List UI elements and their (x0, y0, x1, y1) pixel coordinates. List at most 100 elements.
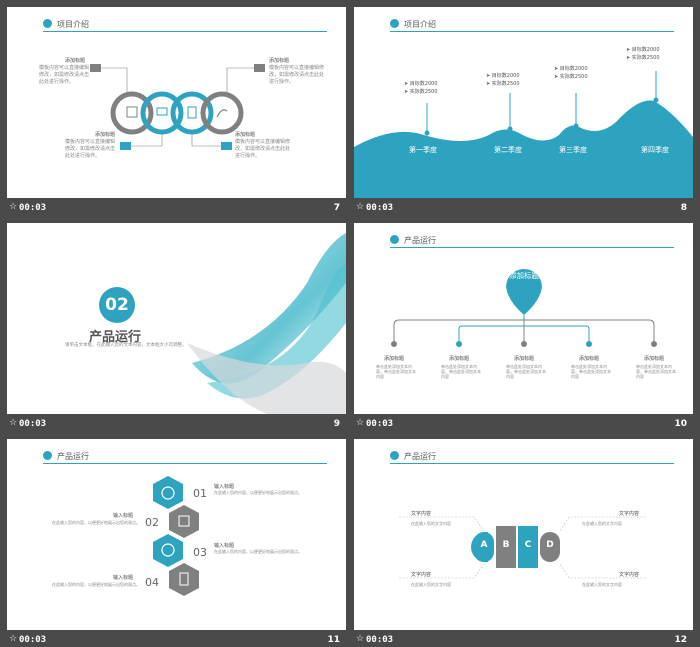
slide-canvas: 02 产品运行 请单击文本框，在此输入您的文本内容，文本框大小可调整。 (7, 223, 346, 414)
title-rule (390, 31, 674, 32)
star-icon[interactable]: ☆ (356, 634, 365, 644)
slide-footer: ☆ 00:03 11 (7, 630, 346, 647)
goal-1: ➤ 目标数2000 (404, 81, 438, 87)
text-top-left: 模板内容可以直接编辑修改，如需修改请点击此处进行操作。 (39, 65, 90, 85)
step-2-heading: 输入标题 (113, 513, 134, 519)
step-2-number: 02 (145, 516, 159, 529)
slide-footer: ☆ 00:03 8 (354, 198, 693, 218)
slide-canvas: 产品运行 添加标题 添加标题 单击此处添加文本内容，单击此处添加文本内容 添加标… (354, 223, 693, 414)
node-3-heading: 添加标题 (514, 356, 535, 362)
star-icon[interactable]: ☆ (9, 418, 18, 428)
step-4-text: 在此输入您的内容，以便更好地展示出您的观点。 (52, 582, 140, 587)
slide-title: 产品运行 (57, 452, 89, 461)
title-dot (390, 19, 399, 28)
goal-4: ➤ 目标数2000 (626, 47, 660, 53)
text-bottom-left: 在此输入您的文字内容 (411, 582, 451, 587)
node-1-heading: 添加标题 (384, 356, 405, 362)
slide-title: 产品运行 (404, 236, 436, 245)
abcd-capsule-diagram (399, 516, 646, 579)
star-icon[interactable]: ☆ (9, 634, 18, 644)
title-rule (390, 247, 674, 248)
step-3-heading: 输入标题 (214, 543, 235, 549)
rings-diagram (90, 64, 265, 150)
ribbon-decoration (187, 233, 346, 414)
heading-bottom-left: 添加标题 (95, 132, 116, 138)
hexagon-steps (153, 476, 199, 596)
text-top-right: 模板内容可以直接编辑修改，如需修改请点击此处进行操作。 (269, 65, 325, 85)
season-3-label: 第三季度 (559, 146, 587, 154)
goal-2: ➤ 目标数2000 (486, 73, 520, 79)
text-bottom-right: 在此输入您的文字内容 (582, 582, 622, 587)
title-dot (43, 451, 52, 460)
slide-number: 7 (333, 203, 340, 213)
actual-1: ➤ 实际数2500 (404, 89, 438, 95)
slide-11-thumbnail[interactable]: 产品运行 01 02 03 04 输入标题 在此输入您的内容，以便更好地展示出您… (7, 439, 346, 647)
season-2-label: 第二季度 (494, 146, 522, 154)
step-3-number: 03 (193, 546, 207, 559)
slide-9-thumbnail[interactable]: 02 产品运行 请单击文本框，在此输入您的文本内容，文本框大小可调整。 ☆ 00… (7, 223, 346, 434)
slide-number: 9 (333, 419, 340, 429)
slide-timing: 00:03 (19, 419, 47, 429)
slide-timing: 00:03 (366, 419, 394, 429)
node-5-heading: 添加标题 (644, 356, 665, 362)
star-icon[interactable]: ☆ (9, 202, 18, 212)
node-2-text: 单击此处添加文本内容，单击此处添加文本内容 (441, 364, 481, 379)
step-2-text: 在此输入您的内容，以便更好地展示出您的观点。 (52, 520, 140, 525)
slide-number: 10 (674, 419, 687, 429)
step-1-number: 01 (193, 487, 207, 500)
slide-12-thumbnail[interactable]: 产品运行 A B C D 文字内容 在此输入您的文字内容 文字内容 在此输入您的… (354, 439, 693, 647)
text-bottom-left: 模板内容可以直接编辑修改，如需修改请点击此处进行操作。 (65, 139, 116, 159)
segment-d: D (546, 540, 554, 550)
step-1-heading: 输入标题 (214, 484, 235, 490)
slide-7-thumbnail[interactable]: 项目介绍 添加标题 模板内容可以直接编辑修改，如需修改请点击此处进行操作。 添加… (7, 7, 346, 218)
node-4-heading: 添加标题 (579, 356, 600, 362)
goal-3: ➤ 目标数2000 (554, 66, 588, 72)
center-pin-label: 添加标题 (509, 271, 539, 280)
slide-title: 产品运行 (404, 452, 436, 461)
tree-diagram (391, 269, 657, 347)
slide-footer: ☆ 00:03 10 (354, 414, 693, 434)
node-2-heading: 添加标题 (449, 356, 470, 362)
node-4-text: 单击此处添加文本内容，单击此处添加文本内容 (571, 364, 611, 379)
wave-mountain-chart (354, 71, 693, 198)
segment-c: C (524, 540, 532, 550)
slide-footer: ☆ 00:03 9 (7, 414, 346, 434)
slide-8-thumbnail[interactable]: 项目介绍 ➤ 目标数2000 ➤ 实际数2500 ➤ 目标数2000 ➤ 实际数… (354, 7, 693, 218)
star-icon[interactable]: ☆ (356, 418, 365, 428)
node-1-text: 单击此处添加文本内容，单击此处添加文本内容 (376, 364, 416, 379)
slide-timing: 00:03 (366, 203, 394, 213)
slide-canvas: 项目介绍 添加标题 模板内容可以直接编辑修改，如需修改请点击此处进行操作。 添加… (7, 7, 346, 198)
slide-number: 11 (327, 635, 340, 645)
title-rule (43, 463, 327, 464)
slide-timing: 00:03 (19, 203, 47, 213)
text-top-left: 在此输入您的文字内容 (411, 521, 451, 526)
slide-number: 12 (674, 635, 687, 645)
actual-2: ➤ 实际数2500 (486, 81, 520, 87)
slide-canvas: 产品运行 01 02 03 04 输入标题 在此输入您的内容，以便更好地展示出您… (7, 439, 346, 630)
segment-a: A (480, 540, 488, 550)
star-icon[interactable]: ☆ (356, 202, 365, 212)
slide-canvas: 产品运行 A B C D 文字内容 在此输入您的文字内容 文字内容 在此输入您的… (354, 439, 693, 630)
title-rule (390, 463, 674, 464)
step-3-text: 在此输入您的内容，以便更好地展示出您的观点。 (214, 549, 302, 554)
section-title: 产品运行 (89, 330, 142, 345)
slide-timing: 00:03 (366, 635, 394, 645)
season-4-label: 第四季度 (641, 146, 669, 154)
slide-number: 8 (680, 203, 687, 213)
slide-canvas: 项目介绍 ➤ 目标数2000 ➤ 实际数2500 ➤ 目标数2000 ➤ 实际数… (354, 7, 693, 198)
heading-top-right: 添加标题 (269, 58, 290, 64)
slide-footer: ☆ 00:03 12 (354, 630, 693, 647)
slide-10-thumbnail[interactable]: 产品运行 添加标题 添加标题 单击此处添加文本内容，单击此处添加文本内容 添加标… (354, 223, 693, 434)
section-description: 请单击文本框，在此输入您的文本内容，文本框大小可调整。 (65, 343, 187, 348)
slide-footer: ☆ 00:03 7 (7, 198, 346, 218)
actual-4: ➤ 实际数2500 (626, 55, 660, 61)
node-5-text: 单击此处添加文本内容，单击此处添加文本内容 (636, 364, 676, 379)
title-dot (390, 235, 399, 244)
slide-timing: 00:03 (19, 635, 47, 645)
label-bottom-right: 文字内容 (619, 572, 640, 578)
text-bottom-right: 模板内容可以直接编辑修改，如需修改请点击此处进行操作。 (235, 139, 291, 159)
step-4-number: 04 (145, 576, 159, 589)
actual-3: ➤ 实际数2500 (554, 74, 588, 80)
text-top-right: 在此输入您的文字内容 (582, 521, 622, 526)
slide-title: 项目介绍 (404, 20, 436, 29)
